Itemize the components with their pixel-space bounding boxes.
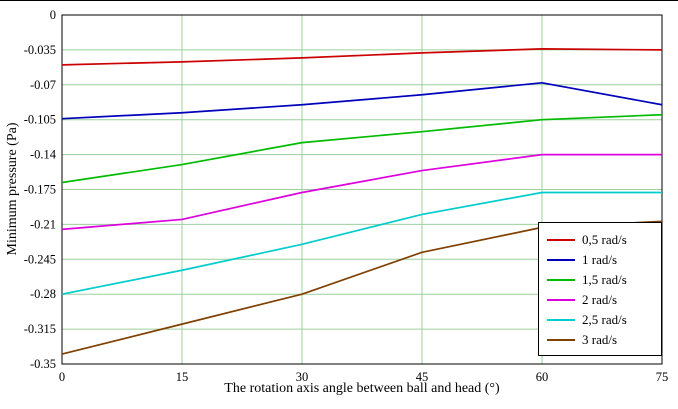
legend-line-swatch	[547, 279, 575, 281]
y-tick-label: -0.07	[30, 78, 56, 92]
series-line-2	[61, 113, 663, 184]
legend-line-swatch	[547, 299, 575, 301]
legend-label: 3 rad/s	[582, 332, 618, 347]
series-line-1	[61, 81, 663, 120]
legend-label: 1,5 rad/s	[582, 272, 627, 287]
legend-item: 1,5 rad/s	[547, 270, 653, 290]
legend-item: 2,5 rad/s	[547, 310, 653, 330]
legend-item: 1 rad/s	[547, 250, 653, 270]
y-axis-label: Minimum pressure (Pa)	[5, 122, 20, 256]
legend-line-swatch	[547, 339, 575, 341]
legend-item: 0,5 rad/s	[547, 230, 653, 250]
legend-label: 0,5 rad/s	[582, 232, 627, 247]
legend-item: 2 rad/s	[547, 290, 653, 310]
legend-label: 1 rad/s	[582, 252, 618, 267]
legend-item: 3 rad/s	[547, 330, 653, 350]
series-line-0	[61, 48, 663, 66]
y-tick-label: -0.175	[24, 183, 56, 197]
y-tick-label: -0.21	[30, 217, 56, 231]
legend-line-swatch	[547, 239, 575, 241]
y-tick-label: -0.035	[24, 43, 56, 57]
legend-label: 2 rad/s	[582, 292, 618, 307]
legend-label: 2,5 rad/s	[582, 312, 627, 327]
x-tick-label: 45	[416, 370, 429, 384]
series-line-3	[61, 153, 662, 231]
plot-border	[61, 14, 663, 365]
y-tick-label: -0.14	[30, 148, 57, 162]
x-tick-label: 75	[656, 370, 669, 384]
x-tick-label: 60	[536, 370, 549, 384]
x-axis-label: The rotation axis angle between ball and…	[224, 381, 500, 396]
legend-line-swatch	[547, 319, 575, 321]
y-tick-label: -0.35	[30, 357, 56, 371]
y-tick-label: -0.105	[24, 113, 56, 127]
series-line-4	[61, 191, 662, 296]
y-tick-label: -0.315	[24, 322, 56, 336]
legend-line-swatch	[547, 259, 575, 261]
x-tick-label: 15	[176, 370, 189, 384]
y-tick-label: 0	[50, 8, 56, 22]
y-tick-label: -0.245	[24, 252, 56, 266]
x-tick-label: 0	[59, 370, 65, 384]
x-tick-label: 30	[296, 370, 309, 384]
legend: 0,5 rad/s 1 rad/s 1,5 rad/s 2 rad/s 2,5 rad/…	[538, 222, 662, 356]
y-tick-label: -0.28	[30, 287, 56, 301]
